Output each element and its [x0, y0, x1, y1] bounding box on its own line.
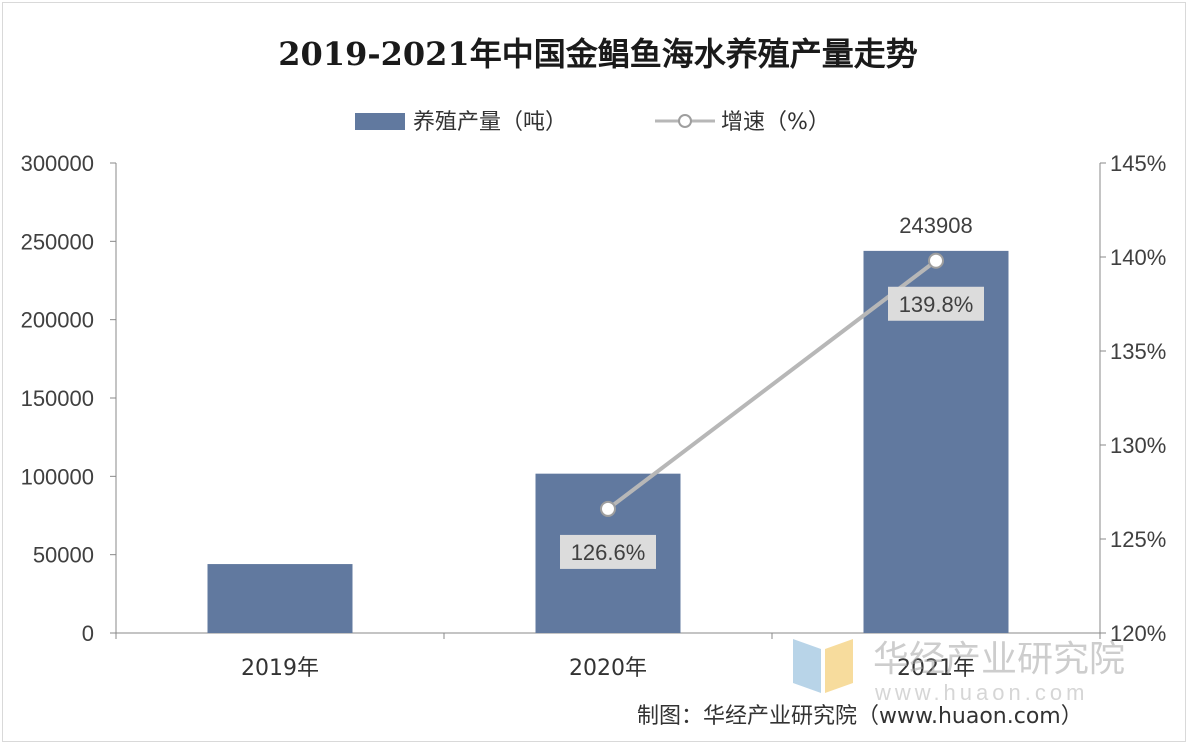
- line-value-label: 139.8%: [899, 292, 974, 317]
- left-tick-label: 100000: [21, 464, 94, 489]
- legend-bar-swatch: [355, 113, 405, 130]
- bar-value-label: 243908: [899, 213, 972, 238]
- right-tick-label: 135%: [1110, 339, 1166, 364]
- line-label-box: [560, 534, 656, 569]
- right-tick-label: 130%: [1110, 433, 1166, 458]
- line-value-label: 126.6%: [571, 540, 646, 565]
- watermark-logo-icon: [793, 639, 853, 693]
- left-tick-label: 200000: [21, 308, 94, 333]
- legend-line-marker: [678, 114, 692, 128]
- left-tick-label: 0: [82, 621, 94, 646]
- x-tick-label: 2021年: [897, 656, 975, 681]
- left-tick-label: 250000: [21, 229, 94, 254]
- line-point: [928, 252, 944, 269]
- line-label-box: [888, 286, 984, 321]
- bar: [207, 564, 353, 633]
- left-tick-label: 300000: [21, 151, 94, 176]
- right-axis-ticks: 120% 125% 130% 135% 140% 145%: [1100, 151, 1166, 646]
- chart-title: 2019-2021年中国金鲳鱼海水养殖产量走势: [278, 35, 917, 73]
- watermark-text: 华经产业研究院: [873, 639, 1125, 680]
- right-tick-label: 120%: [1110, 621, 1166, 646]
- chart: 2019-2021年中国金鲳鱼海水养殖产量走势 养殖产量（吨） 增速（%） 0 5…: [21, 35, 1167, 729]
- watermark-url: www.huaon.com: [874, 680, 1088, 705]
- source-note: 制图：华经产业研究院（www.huaon.com）: [637, 704, 1083, 729]
- watermark: 华经产业研究院 www.huaon.com: [793, 639, 1125, 705]
- line-series: [600, 252, 944, 517]
- data-labels: 243908 126.6% 139.8%: [560, 213, 984, 569]
- legend-line-label: 增速（%）: [721, 110, 830, 135]
- legend: 养殖产量（吨） 增速（%）: [355, 110, 830, 135]
- line-point: [600, 500, 616, 517]
- x-axis-ticks: 2019年 2020年 2021年: [115, 633, 1101, 681]
- right-tick-label: 125%: [1110, 527, 1166, 552]
- right-tick-label: 145%: [1110, 151, 1166, 176]
- growth-line: [606, 259, 938, 511]
- x-tick-label: 2019年: [241, 656, 319, 681]
- left-tick-label: 50000: [33, 543, 94, 568]
- x-tick-label: 2020年: [569, 656, 647, 681]
- left-tick-label: 150000: [21, 386, 94, 411]
- legend-bar-label: 养殖产量（吨）: [413, 110, 567, 135]
- left-axis-ticks: 0 50000 100000 150000 200000 250000 300000: [21, 151, 116, 646]
- right-tick-label: 140%: [1110, 245, 1166, 270]
